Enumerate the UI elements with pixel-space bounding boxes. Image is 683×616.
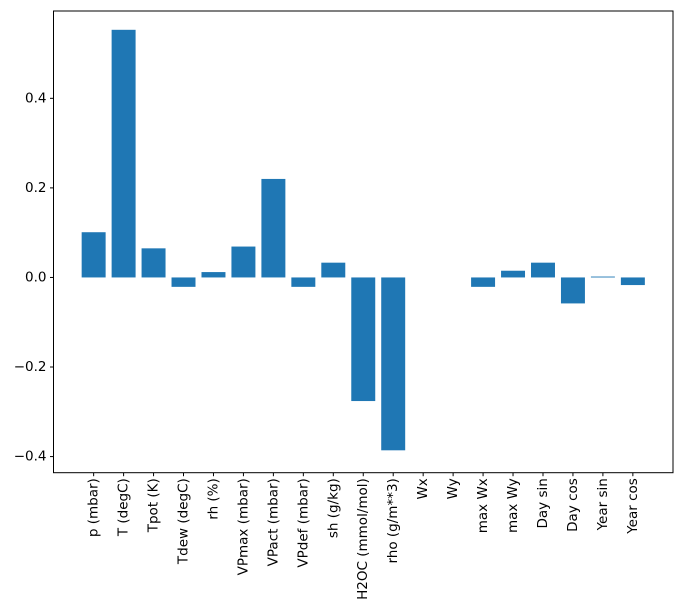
bar (381, 277, 406, 451)
x-tick-label: sh (g/kg) (325, 478, 341, 538)
y-tick-label: −0.4 (14, 449, 47, 465)
x-tick-label: VPact (mbar) (265, 478, 281, 566)
bar (201, 272, 226, 278)
x-tick-label: rh (%) (205, 478, 221, 520)
x-tick-label: Day sin (535, 478, 551, 528)
bar (231, 246, 256, 278)
y-tick-label: 0.2 (25, 180, 46, 196)
x-tick-label: Year cos (625, 478, 641, 535)
x-tick-label: VPdef (mbar) (295, 478, 311, 567)
x-tick-label: Year sin (595, 478, 611, 531)
bar (351, 277, 376, 402)
bar (141, 248, 166, 278)
x-tick-label: max Wx (475, 478, 491, 533)
bar (590, 276, 615, 278)
y-tick-label: −0.2 (14, 359, 47, 375)
x-tick-label: rho (g/m**3) (385, 478, 401, 563)
bar (111, 29, 136, 278)
bar (171, 277, 196, 287)
y-tick-label: 0.4 (25, 90, 46, 106)
x-tick-label: max Wy (505, 478, 521, 533)
bar (501, 270, 526, 278)
x-tick-label: Day cos (565, 478, 581, 532)
x-tick-label: H2OC (mmol/mol) (355, 478, 371, 600)
x-tick-label: Tpot (K) (146, 478, 162, 533)
bar (261, 178, 286, 278)
x-tick-label: p (mbar) (86, 478, 102, 537)
x-tick-label: T (degC) (116, 478, 132, 537)
bar (321, 262, 346, 278)
bar (531, 262, 555, 278)
x-tick-label: Tdew (degC) (176, 478, 192, 565)
x-tick-label: Wy (445, 478, 461, 499)
bar (291, 277, 316, 287)
bar (81, 232, 106, 278)
x-tick-label: Wx (415, 478, 431, 499)
bar (471, 277, 496, 287)
x-tick-label: VPmax (mbar) (235, 478, 251, 575)
bar (620, 277, 645, 286)
bar (560, 277, 585, 304)
y-tick-label: 0.0 (25, 269, 46, 285)
